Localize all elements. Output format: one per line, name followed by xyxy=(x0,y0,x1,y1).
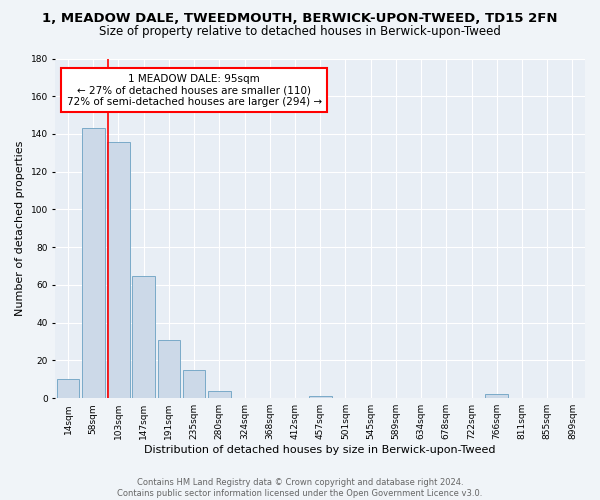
Y-axis label: Number of detached properties: Number of detached properties xyxy=(15,140,25,316)
Bar xyxy=(485,394,508,398)
Bar xyxy=(158,340,180,398)
Bar xyxy=(208,390,231,398)
Text: 1 MEADOW DALE: 95sqm
← 27% of detached houses are smaller (110)
72% of semi-deta: 1 MEADOW DALE: 95sqm ← 27% of detached h… xyxy=(67,74,322,107)
Bar xyxy=(183,370,205,398)
Bar xyxy=(133,276,155,398)
Text: Size of property relative to detached houses in Berwick-upon-Tweed: Size of property relative to detached ho… xyxy=(99,25,501,38)
Bar xyxy=(309,396,332,398)
Bar xyxy=(82,128,104,398)
X-axis label: Distribution of detached houses by size in Berwick-upon-Tweed: Distribution of detached houses by size … xyxy=(145,445,496,455)
Bar xyxy=(107,142,130,398)
Bar xyxy=(57,380,79,398)
Text: Contains HM Land Registry data © Crown copyright and database right 2024.
Contai: Contains HM Land Registry data © Crown c… xyxy=(118,478,482,498)
Text: 1, MEADOW DALE, TWEEDMOUTH, BERWICK-UPON-TWEED, TD15 2FN: 1, MEADOW DALE, TWEEDMOUTH, BERWICK-UPON… xyxy=(42,12,558,26)
